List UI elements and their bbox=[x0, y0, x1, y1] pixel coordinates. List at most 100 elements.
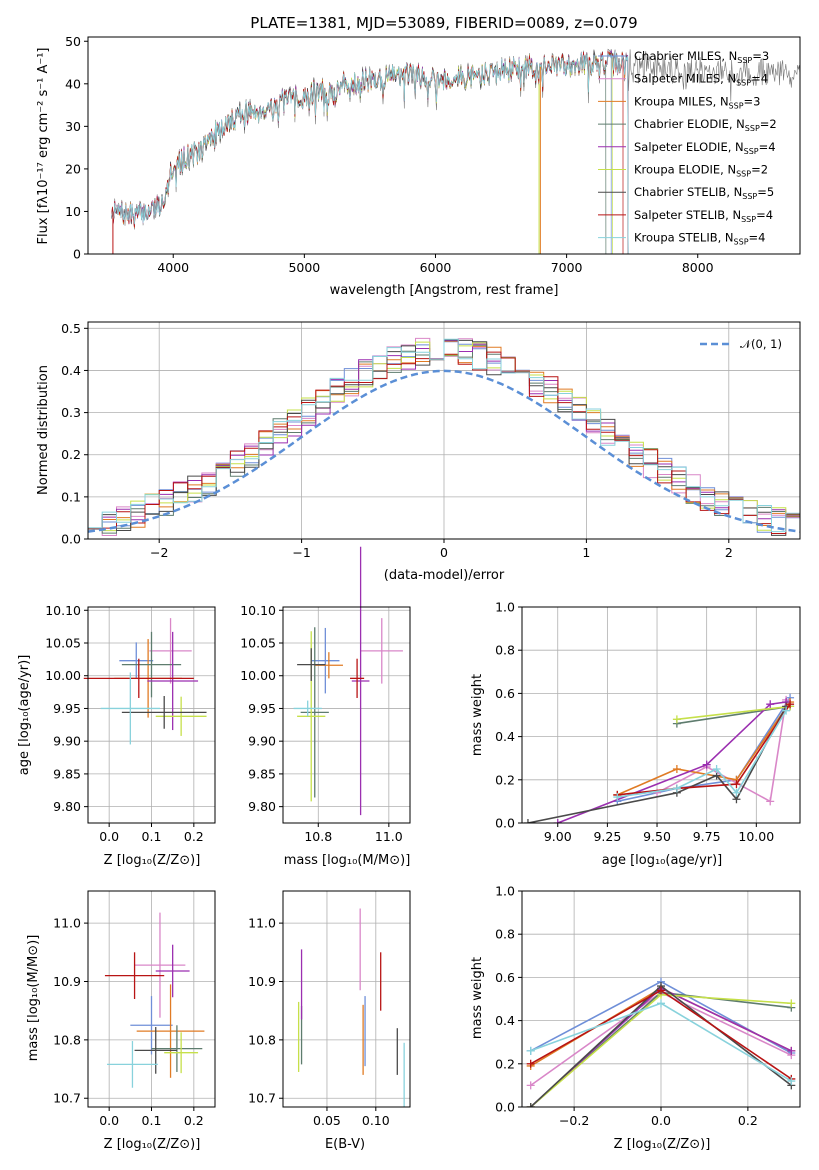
spectrum-legend-label: Chabrier STELIB, NSSP=5 bbox=[634, 185, 774, 201]
mwZ-xlabel: Z [log₁₀(Z/Z⊙)] bbox=[614, 1137, 711, 1152]
spectrum-xtick-label: 4000 bbox=[157, 260, 189, 275]
agemass-ytick-label: 9.95 bbox=[248, 701, 276, 716]
spectrum-legend-label: Kroupa STELIB, NSSP=4 bbox=[634, 231, 765, 247]
residual-ytick-label: 0.3 bbox=[61, 405, 81, 420]
agemass-frame bbox=[282, 606, 411, 824]
mwage-ytick-label: 0.4 bbox=[495, 729, 515, 744]
massZ-ytick-label: 10.8 bbox=[53, 1032, 81, 1047]
spectrum-xtick-label: 7000 bbox=[551, 260, 583, 275]
residual-xtick-label: 1 bbox=[582, 545, 590, 560]
ageZ-ytick-label: 9.95 bbox=[53, 701, 81, 716]
mwZ-point bbox=[787, 999, 796, 1008]
spectrum-model-line bbox=[111, 51, 629, 255]
residual-ytick-label: 0.1 bbox=[61, 489, 81, 504]
mwage-point bbox=[672, 765, 681, 773]
ageZ-ytick-label: 10.10 bbox=[45, 603, 81, 618]
mwage-xtick-label: 9.75 bbox=[693, 829, 721, 844]
spectrum-title: PLATE=1381, MJD=53089, FIBERID=0089, z=0… bbox=[250, 14, 637, 32]
agemass-ytick-label: 9.90 bbox=[248, 734, 276, 749]
mwage-ytick-label: 1.0 bbox=[495, 600, 515, 615]
mwage-point bbox=[732, 788, 741, 797]
spectrum-model-line bbox=[111, 50, 629, 255]
spectrum-xtick-label: 5000 bbox=[288, 260, 320, 275]
spectrum-lines bbox=[111, 48, 801, 255]
spectrum-ylabel: Flux [fλ10⁻¹⁷ erg cm⁻² s⁻¹ A⁻¹] bbox=[36, 48, 51, 245]
mwZ-point bbox=[787, 1046, 796, 1055]
mwage-point bbox=[712, 765, 721, 773]
agemass-ytick-label: 10.10 bbox=[240, 603, 276, 618]
spectrum-ytick-label: 40 bbox=[65, 76, 81, 91]
gaussian-legend-label: 𝒩(0, 1) bbox=[740, 337, 782, 351]
spectrum-model-line bbox=[111, 50, 629, 255]
mwage-series-line bbox=[676, 705, 791, 721]
spectrum-legend-label: Kroupa ELODIE, NSSP=2 bbox=[634, 163, 768, 179]
mwage-ytick-label: 0.6 bbox=[495, 686, 515, 701]
massebv-ytick-label: 10.7 bbox=[248, 1091, 276, 1106]
ageZ-ytick-label: 9.85 bbox=[53, 766, 81, 781]
residual-panel: −2 −1 0 1 2 0.0 0.1 0.2 0.3 0.4 0.5 (data-model)/e… bbox=[36, 321, 801, 583]
spectrum-model-line bbox=[111, 51, 629, 255]
mwage-point bbox=[553, 819, 562, 823]
massZ-xtick-label: 0.0 bbox=[99, 1113, 119, 1128]
massZ-ylabel: mass [log₁₀(M/M⊙)] bbox=[26, 935, 41, 1062]
spectrum-model-line bbox=[111, 51, 629, 255]
mwZ-point bbox=[657, 999, 665, 1008]
agemass-ytick-label: 10.05 bbox=[240, 636, 276, 651]
ageZ-ytick-label: 9.90 bbox=[53, 734, 81, 749]
residual-ytick-label: 0.5 bbox=[61, 321, 81, 336]
massZ-ytick-label: 10.9 bbox=[53, 974, 81, 989]
residual-xlabel: (data-model)/error bbox=[384, 568, 505, 583]
ageZ-ylabel: age [log₁₀(age/yr)] bbox=[17, 655, 32, 776]
spectrum-ytick-label: 30 bbox=[65, 119, 81, 134]
massZ-xtick-label: 0.1 bbox=[142, 1113, 162, 1128]
massweight-vs-age-panel: 9.00 9.25 9.50 9.75 10.00 0.0 0.2 0.4 0.6 0.8 1.0 bbox=[495, 600, 801, 844]
mwage-point bbox=[782, 706, 791, 715]
ageZ-ytick-label: 10.05 bbox=[45, 636, 81, 651]
mwage-point bbox=[702, 760, 711, 769]
spectrum-xlabel: wavelength [Angstrom, rest frame] bbox=[330, 283, 559, 298]
mwZ-xtick-label: 0.2 bbox=[738, 1113, 758, 1128]
massZ-xtick-label: 0.2 bbox=[184, 1113, 204, 1128]
mwage-series-line bbox=[617, 703, 791, 796]
massweight-vs-Z-panel: −0.2 0.0 0.2 0.0 0.2 0.4 0.6 0.8 1.0 bbox=[495, 884, 801, 1128]
mwZ-ylabel: mass weight bbox=[470, 957, 485, 1039]
massebv-xtick-label: 0.10 bbox=[362, 1113, 390, 1128]
residual-ytick-label: 0.4 bbox=[61, 363, 81, 378]
mwage-xlabel: age [log₁₀(age/yr)] bbox=[602, 853, 723, 868]
ageZ-xlabel: Z [log₁₀(Z/Z⊙)] bbox=[104, 853, 201, 868]
mass-vs-Z-panel: 0.0 0.1 0.2 10.7 10.8 10.9 11.0 bbox=[53, 890, 216, 1128]
mwage-point bbox=[766, 797, 775, 806]
mwage-point bbox=[766, 700, 775, 709]
residual-histograms bbox=[87, 337, 800, 539]
mwage-ytick-label: 0.0 bbox=[495, 816, 515, 831]
mwZ-point bbox=[787, 1077, 796, 1086]
ageZ-ytick-label: 10.00 bbox=[45, 668, 81, 683]
spectrum-legend-label: Salpeter MILES, NSSP=4 bbox=[634, 72, 768, 88]
mwZ-ytick-label: 1.0 bbox=[495, 884, 515, 899]
mwZ-point bbox=[526, 1046, 535, 1055]
mwage-point bbox=[672, 784, 681, 793]
spectrum-legend: Chabrier MILES, NSSP=3 Salpeter MILES, NS… bbox=[598, 49, 777, 247]
mwage-xtick-label: 9.00 bbox=[544, 829, 572, 844]
mwage-point bbox=[523, 819, 532, 823]
mwZ-ytick-label: 0.8 bbox=[495, 927, 515, 942]
mwZ-point bbox=[526, 1103, 535, 1107]
spectrum-panel: PLATE=1381, MJD=53089, FIBERID=0089, z=0… bbox=[36, 14, 801, 298]
mwage-xtick-label: 10.00 bbox=[738, 829, 774, 844]
residual-ytick-label: 0.2 bbox=[61, 447, 81, 462]
massebv-ytick-label: 10.8 bbox=[248, 1032, 276, 1047]
residual-histogram bbox=[87, 338, 800, 539]
agemass-ytick-label: 9.85 bbox=[248, 766, 276, 781]
residual-xtick-label: 0 bbox=[440, 545, 448, 560]
massebv-ytick-label: 10.9 bbox=[248, 974, 276, 989]
residual-xtick-label: 2 bbox=[725, 545, 733, 560]
spectrum-xtick-label: 8000 bbox=[682, 260, 714, 275]
agemass-ytick-label: 10.00 bbox=[240, 668, 276, 683]
spectrum-legend-label: Kroupa MILES, NSSP=3 bbox=[634, 94, 760, 110]
spectrum-legend-label: Salpeter STELIB, NSSP=4 bbox=[634, 208, 773, 224]
spectrum-ytick-label: 10 bbox=[65, 204, 81, 219]
mwage-xtick-label: 9.25 bbox=[593, 829, 621, 844]
massebv-ytick-label: 11.0 bbox=[248, 916, 276, 931]
agemass-ytick-label: 9.80 bbox=[248, 799, 276, 814]
mwage-ytick-label: 0.8 bbox=[495, 643, 515, 658]
